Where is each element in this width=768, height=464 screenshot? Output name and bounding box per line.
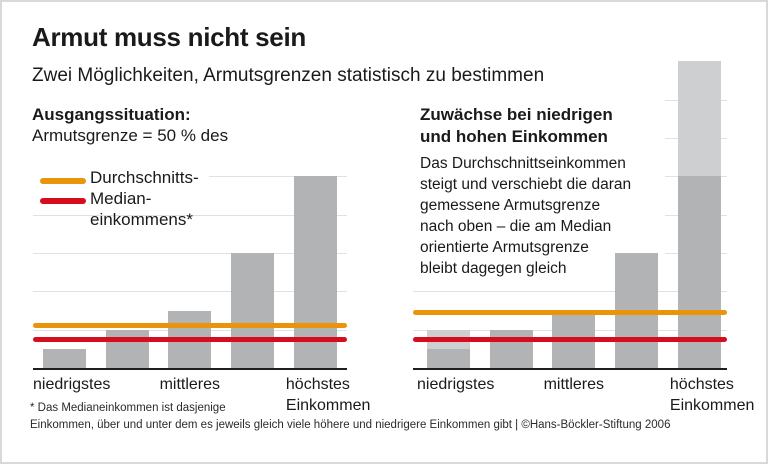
right-section-heading: Zuwächse bei niedrigen und hohen Einkomm… [420,105,613,146]
page-subtitle: Zwei Möglichkeiten, Armutsgrenzen statis… [32,65,545,86]
x-axis-label-2: höchstes Einkommen [285,376,371,414]
right-section-paragraph: Das Durchschnittseinkommen steigt und ve… [420,155,632,277]
bar-growth-4 [677,61,721,177]
median-income-legend-swatch [40,198,86,204]
average-income-line [413,309,727,315]
gridline [33,291,347,293]
x-axis-label-1: mittleres [159,376,221,393]
bar-income-1 [105,329,149,368]
gridline [33,214,347,216]
footnote-line-2: Einkommen, über und unter dem es jeweils… [30,419,671,431]
footnote-line-1: * Das Medianeinkommen ist dasjenige [30,402,226,414]
average-income-legend-swatch [40,178,86,184]
x-axis-label-0: niedrigstes [417,376,495,393]
page-title: Armut muss nicht sein [32,22,306,52]
median-income-line [33,336,347,342]
chart-baseline: Durchschnitts- Median- einkommens* niedr… [33,57,370,414]
bar-income-0 [427,348,470,368]
median-income-line [413,336,727,342]
x-axis-label-0: niedrigstes [33,376,111,393]
bar-income-4 [293,176,337,368]
poverty-line-formula: Armutsgrenze = 50 % des [32,126,229,145]
x-axis-label-1: mittleres [543,376,605,393]
gridline [413,291,727,293]
chart-growth: niedrigstes mittleres höchstes Einkommen [413,57,754,414]
average-income-line [33,323,347,329]
bar-income-3 [230,253,274,368]
x-axis-label-2: höchstes Einkommen [669,376,755,414]
left-section-heading: Ausgangssituation: [32,105,191,124]
bar-income-4 [677,176,721,368]
legend-label-average: Durchschnitts- [90,168,199,187]
legend-label-median: Median- einkommens* [90,189,193,229]
gridline [33,253,347,254]
bar-income-1 [489,329,533,368]
bar-income-0 [43,348,86,368]
